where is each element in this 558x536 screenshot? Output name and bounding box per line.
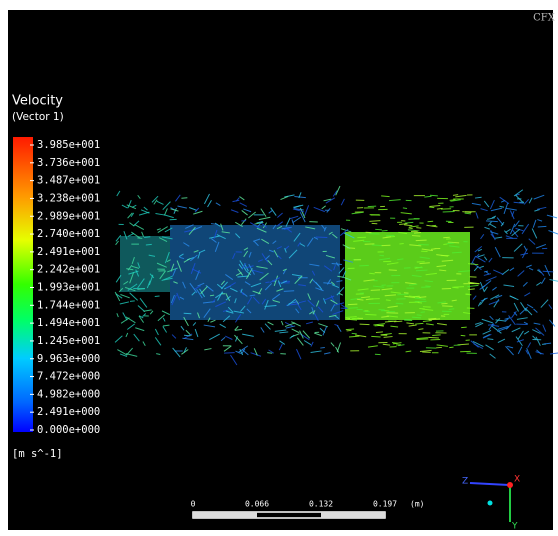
- legend-label: 1.993e+001: [37, 282, 100, 294]
- legend-unit: [m s^-1]: [12, 448, 63, 460]
- vector-glyph: [155, 296, 160, 297]
- legend-label: 2.491e+000: [37, 406, 100, 418]
- vector-glyph: [375, 229, 382, 230]
- vector-glyph: [452, 252, 462, 253]
- legend-label: 3.985e+001: [37, 139, 100, 151]
- vector-glyph: [146, 244, 152, 245]
- vector-glyph: [184, 313, 192, 314]
- vector-glyph: [414, 267, 422, 268]
- legend-label: 0.000e+000: [37, 424, 100, 436]
- triad-dot: [488, 501, 493, 506]
- vector-glyph: [386, 300, 391, 301]
- legend-label: 9.963e+000: [37, 353, 100, 365]
- vector-glyph: [397, 294, 408, 295]
- vector-glyph: [349, 308, 358, 309]
- vector-glyph: [425, 286, 430, 287]
- vector-glyph: [389, 270, 397, 271]
- legend-title: Velocity: [12, 94, 63, 109]
- vector-glyph: [452, 300, 457, 301]
- scale-segment: [193, 512, 257, 518]
- vector-glyph: [347, 330, 352, 331]
- vector-glyph: [376, 332, 383, 333]
- legend-label: 1.494e+001: [37, 317, 100, 329]
- vector-glyph: [412, 317, 421, 318]
- legend-label: 4.982e+000: [37, 388, 100, 400]
- scale-label: 0.066: [245, 500, 269, 509]
- axis-y-label: Y: [511, 522, 518, 532]
- scale-label: 0.197: [373, 500, 397, 509]
- vector-glyph: [431, 249, 435, 250]
- legend-label: 3.238e+001: [37, 192, 100, 204]
- legend-label: 2.740e+001: [37, 228, 100, 240]
- vector-glyph: [371, 336, 380, 337]
- vector-glyph: [416, 240, 427, 241]
- vector-glyph: [421, 312, 425, 313]
- vector-glyph: [454, 287, 465, 288]
- vector-glyph: [538, 226, 547, 227]
- vector-glyph: [284, 291, 294, 292]
- vector-glyph: [414, 233, 421, 234]
- vector-glyph: [419, 297, 426, 298]
- vector-glyph: [369, 273, 374, 274]
- legend-label: 1.245e+001: [37, 335, 100, 347]
- vector-glyph: [443, 211, 455, 212]
- scale-segment: [321, 512, 385, 518]
- vector-glyph: [396, 303, 404, 304]
- legend-label: 3.487e+001: [37, 175, 100, 187]
- vector-glyph: [184, 335, 190, 336]
- axis-x-label: X: [514, 475, 520, 485]
- vector-glyph: [365, 314, 376, 315]
- vector-glyph: [465, 213, 471, 214]
- vector-glyph: [265, 282, 269, 283]
- legend-subtitle: (Vector 1): [12, 111, 64, 123]
- vector-glyph: [360, 324, 370, 325]
- vector-glyph: [441, 303, 447, 304]
- vector-glyph: [267, 353, 272, 354]
- vector-glyph: [348, 304, 357, 305]
- vector-glyph: [409, 228, 413, 229]
- scale-label: 0: [191, 500, 196, 509]
- vector-glyph: [432, 335, 440, 336]
- vector-glyph: [346, 329, 354, 330]
- vector-glyph: [543, 271, 554, 272]
- vector-glyph: [359, 265, 369, 266]
- scale-unit: (m): [410, 500, 424, 509]
- vector-glyph: [130, 301, 135, 302]
- vector-glyph: [403, 208, 407, 209]
- vector-glyph: [436, 347, 442, 348]
- vector-glyph: [430, 195, 438, 196]
- color-bar: [13, 137, 33, 432]
- triad-x: [507, 482, 513, 488]
- vector-glyph: [352, 333, 357, 334]
- legend-label: 2.242e+001: [37, 264, 100, 276]
- vector-glyph: [442, 306, 452, 307]
- vector-glyph: [429, 207, 434, 208]
- vector-glyph: [412, 236, 420, 237]
- vector-glyph: [352, 318, 359, 319]
- logo: CFX: [533, 13, 556, 24]
- viewer: CFX Velocity (Vector 1) 3.985e+001 3.736e…: [0, 0, 558, 536]
- vector-glyph: [417, 339, 429, 340]
- flow-region: [120, 236, 170, 292]
- legend-label: 2.989e+001: [37, 210, 100, 222]
- legend-label: 1.744e+001: [37, 299, 100, 311]
- vector-glyph: [320, 347, 325, 348]
- legend-label: 3.736e+001: [37, 157, 100, 169]
- vector-glyph: [381, 196, 389, 197]
- scale-label: 0.132: [309, 500, 333, 509]
- legend-label: 2.491e+001: [37, 246, 100, 258]
- vector-glyph: [428, 337, 439, 338]
- vector-glyph: [346, 319, 350, 320]
- legend-label: 7.472e+000: [37, 371, 100, 383]
- vector-glyph: [428, 221, 434, 222]
- vector-glyph: [210, 295, 214, 296]
- axis-z-label: Z: [462, 477, 468, 487]
- vector-glyph: [487, 339, 493, 340]
- vector-glyph: [447, 243, 454, 244]
